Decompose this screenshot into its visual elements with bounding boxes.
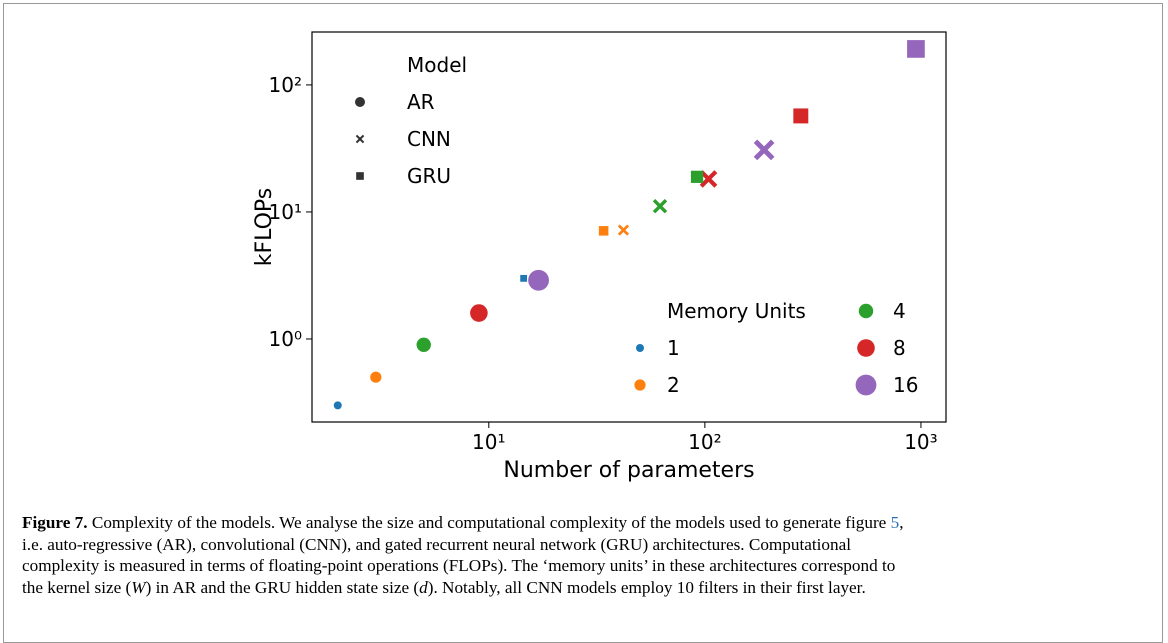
legend-marker [355,97,365,107]
plot-frame [311,31,947,423]
point [699,170,718,188]
figure-ref[interactable]: 5 [890,513,900,532]
y-tick-label: 10⁰ [269,327,302,351]
y-tick-label: 10² [269,73,302,97]
caption-text: Complexity of the models. We analyse the… [87,513,891,532]
point [598,226,609,236]
legend-label: 16 [893,373,918,397]
legend-marker [355,134,365,144]
caption-text: the kernel size ( [22,577,132,597]
caption-text: ). Notably, all CNN models employ 10 fil… [427,577,866,597]
caption-text: i.e. auto-regressive (AR), convolutional… [22,534,852,554]
legend-marker [636,344,644,352]
point [528,269,549,291]
legend-label: 2 [667,373,680,397]
caption-text: , [899,513,904,532]
caption-line: i.e. auto-regressive (AR), convolutional… [22,534,903,556]
legend-label: 8 [893,336,906,360]
x-axis-label: Number of parameters [503,458,754,483]
legend-label: AR [407,90,435,114]
y-tick-label: 10¹ [269,200,302,224]
caption-text: Figure 7. [22,513,88,532]
caption-text: ) in AR and the GRU hidden state size ( [145,577,420,597]
point [520,274,528,282]
caption: Figure 7. Complexity of the models. We a… [22,512,903,598]
point [617,224,630,236]
point [907,40,925,58]
x-tick-label: 10³ [904,430,937,454]
caption-line: Figure 7. Complexity of the models. We a… [22,512,903,534]
y-axis-label: kFLOPs [252,188,277,267]
legend-label: 4 [893,299,906,323]
legend-label: 1 [667,336,680,360]
point [793,108,809,124]
x-tick-label: 10² [688,430,721,454]
point [753,139,775,161]
legend-marker [855,374,877,396]
point [470,304,488,322]
x-tick-label: 10¹ [472,430,505,454]
caption-text: W [131,577,146,597]
caption-text: complexity is measured in terms of float… [22,556,896,576]
legend-label: CNN [407,127,451,151]
point [690,170,704,183]
legend-marker [858,303,874,319]
caption-line: complexity is measured in terms of float… [22,555,903,577]
point [652,199,668,214]
legend-title: Memory Units [667,299,806,323]
legend-marker [356,172,364,180]
page: {"chart_data": {"type": "scatter", "xlab… [3,3,1163,643]
caption-text: d [419,577,428,597]
point [333,401,342,410]
point [370,371,382,383]
legend-label: GRU [407,164,451,188]
legend-marker [857,339,875,357]
caption-line: the kernel size (W) in AR and the GRU hi… [22,577,903,599]
legend-title: Model [407,53,467,77]
point [416,337,431,352]
chart: Number of parameters kFLOPs 10¹ 10² 10³ 10⁰… [252,31,947,483]
legend-marker [634,379,646,391]
